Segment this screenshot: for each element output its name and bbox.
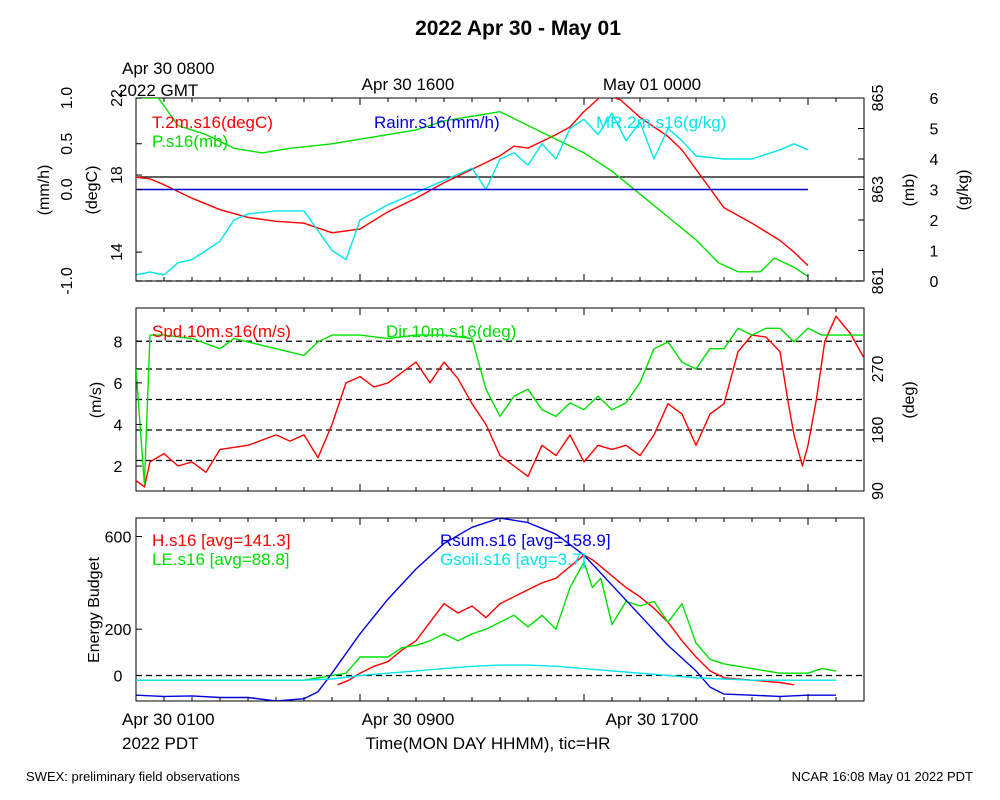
dir-tick-label: 270 — [870, 356, 887, 383]
pres-tick-label: 863 — [870, 176, 887, 203]
pres-axis-label: (mb) — [901, 174, 918, 207]
temp-axis-label: (degC) — [84, 166, 101, 215]
rain-tick-label: 0.5 — [59, 133, 76, 155]
pres-tick-label: 861 — [870, 268, 887, 295]
rain-tick-label: 0.0 — [59, 178, 76, 200]
series-line-le-s16-avg-88-8 — [136, 561, 837, 681]
flux-tick-label: 200 — [105, 622, 132, 639]
panel-energy: 0 200 600 H.s16 [avg=141.3]LE.s16 [avg=88.8… — [105, 518, 865, 701]
top-time-label-year: 2022 GMT — [118, 81, 198, 100]
flux-tick-label: 600 — [105, 530, 132, 547]
rain-tick-label: -1.0 — [59, 267, 76, 295]
legend-rsum-s16-avg-158-9: Rsum.s16 [avg=158.9] — [440, 531, 611, 550]
bottom-time-label-second: Apr 30 0900 — [362, 710, 455, 729]
dir-tick-label: 180 — [870, 417, 887, 444]
temp-tick-label: 18 — [109, 166, 126, 184]
mr-tick-label: 3 — [930, 183, 939, 200]
footer-right: NCAR 16:08 May 01 2022 PDT — [792, 769, 973, 784]
temp-tick-label: 22 — [109, 89, 126, 107]
legend-p-s16-mb: P.s16(mb) — [152, 132, 228, 151]
bottom-time-label-first: Apr 30 0100 — [122, 710, 215, 729]
mr-tick-label: 5 — [930, 122, 939, 139]
panel-meteorology: -1.0 0.0 0.5 1.0 14 18 22 861 863 865 0 1 2 3 4 5 6 T.2m.… — [59, 85, 939, 295]
legend-dir-10m-s16-deg: Dir.10m.s16(deg) — [386, 322, 516, 341]
series-line-p-s16-mb — [136, 98, 809, 277]
top-time-label-third: May 01 0000 — [603, 75, 701, 94]
temp-tick-label: 14 — [109, 243, 126, 261]
series-line-rsum-s16-avg-158-9 — [136, 518, 836, 701]
series-line-gsoil-s16-avg-3-7 — [136, 664, 836, 681]
pres-tick-label: 865 — [870, 85, 887, 112]
bottom-time-label-year: 2022 PDT — [122, 734, 199, 753]
flux-tick-label: 0 — [114, 669, 123, 686]
spd-axis-label: (m/s) — [88, 382, 105, 418]
spd-tick-label: 2 — [114, 459, 123, 476]
dir-axis-label: (deg) — [901, 381, 918, 418]
legend-mr-2m-s16-g-kg: MR.2m.s16(g/kg) — [596, 113, 726, 132]
rain-axis-label: (mm/h) — [36, 165, 53, 216]
series-line-dir-10m-s16-deg — [136, 327, 864, 485]
mr-tick-label: 4 — [930, 152, 939, 169]
mr-tick-label: 2 — [930, 213, 939, 230]
spd-tick-label: 4 — [114, 418, 123, 435]
series-line-spd-10m-s16-m-s — [136, 315, 864, 488]
chart-title: 2022 Apr 30 - May 01 — [415, 17, 621, 40]
legend-le-s16-avg-88-8: LE.s16 [avg=88.8] — [152, 550, 290, 569]
mr-tick-label: 0 — [930, 274, 939, 291]
top-time-label-first: Apr 30 0800 — [122, 59, 215, 78]
legend-gsoil-s16-avg-3-7: Gsoil.s16 [avg=3.7] — [440, 550, 586, 569]
footer-left: SWEX: preliminary field observations — [26, 769, 240, 784]
legend-h-s16-avg-141-3: H.s16 [avg=141.3] — [152, 531, 290, 550]
top-time-label-second: Apr 30 1600 — [362, 75, 455, 94]
spd-tick-label: 8 — [114, 334, 123, 351]
series-line-h-s16-avg-141-3 — [337, 554, 795, 686]
energy-axis-label: Energy Budget — [86, 557, 103, 663]
mr-tick-label: 6 — [930, 91, 939, 108]
series-line-t-2m-s16-degc — [136, 98, 809, 267]
legend-spd-10m-s16-m-s: Spd.10m.s16(m/s) — [152, 322, 291, 341]
x-axis-label: Time(MON DAY HHMM), tic=HR — [366, 734, 611, 753]
mr-axis-label: (g/kg) — [955, 170, 972, 211]
panel-wind: 2 4 6 8 90 180 270 Spd.10m.s16(m/s) Dir.10m.s16(… — [114, 308, 887, 500]
mr-tick-label: 1 — [930, 244, 939, 261]
legend-rainr-s16-mm-h: Rainr.s16(mm/h) — [374, 113, 500, 132]
legend-t-2m-s16-degc: T.2m.s16(degC) — [152, 113, 273, 132]
dir-tick-label: 90 — [870, 482, 887, 500]
series-line-mr-2m-s16-g-kg — [136, 112, 809, 276]
bottom-time-label-third: Apr 30 1700 — [606, 710, 699, 729]
spd-tick-label: 6 — [114, 376, 123, 393]
rain-tick-label: 1.0 — [59, 87, 76, 109]
